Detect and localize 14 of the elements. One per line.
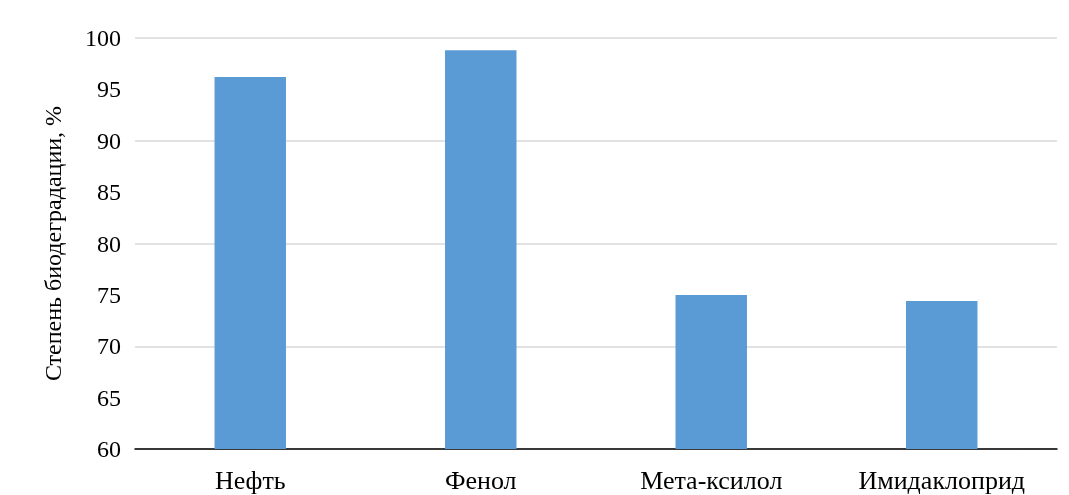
y-tick-label: 100 <box>85 25 121 51</box>
y-tick-label: 60 <box>97 436 121 462</box>
y-tick-label: 85 <box>97 179 121 206</box>
x-tick-label: Мета-ксилол <box>640 465 783 495</box>
y-tick-label: 70 <box>97 333 121 360</box>
y-tick-label: 90 <box>97 127 121 154</box>
y-axis-title: Степень биодеградации, % <box>40 105 66 382</box>
y-tick-label: 95 <box>97 76 121 103</box>
y-tick-label: 65 <box>97 384 121 411</box>
y-tick-label: 75 <box>97 281 121 308</box>
x-tick-label: Нефть <box>214 465 286 495</box>
x-tick-label: Фенол <box>444 465 517 495</box>
x-tick-label: Имидаклоприд <box>858 465 1026 495</box>
y-tick-label: 80 <box>97 230 121 257</box>
